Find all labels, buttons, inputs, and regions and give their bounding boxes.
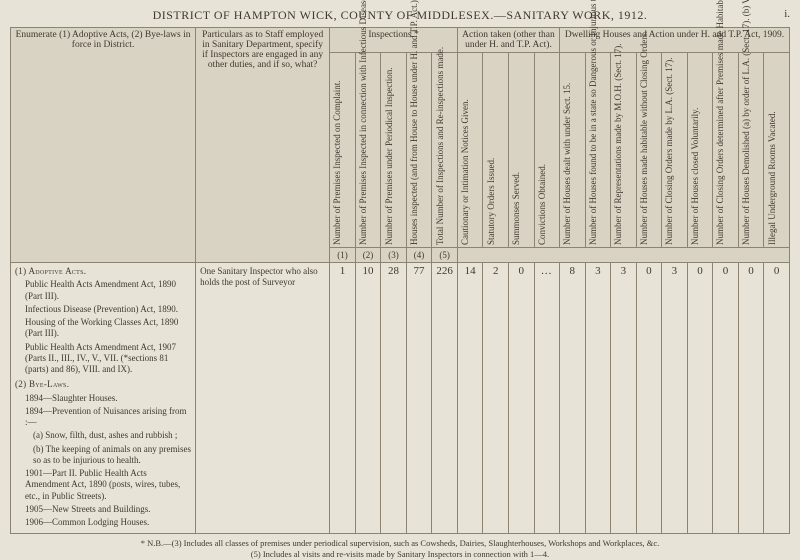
staff-cell: One Sanitary Inspector who also holds th…: [196, 263, 330, 534]
col-label: Number of Representations made by M.O.H.…: [613, 44, 623, 245]
val-4: 77: [406, 263, 432, 534]
col-label: Summonses Served.: [511, 172, 521, 245]
col-5: Total Number of Inspections and Re-inspe…: [432, 53, 458, 248]
col-label: Convictions Obtained.: [537, 164, 547, 245]
col-12: Number of Representations made by M.O.H.…: [611, 53, 637, 248]
col-13: Number of Houses made habitable without …: [636, 53, 662, 248]
header-action: Action taken (other than under H. and T.…: [457, 28, 559, 53]
col-10: Number of Houses dealt with under Sect. …: [560, 53, 586, 248]
col-label: Number of Houses closed Voluntarily.: [690, 108, 700, 245]
val-1: 1: [330, 263, 356, 534]
col-label: Number of Premises under Periodical Insp…: [384, 68, 394, 245]
col-16: Number of Closing Orders determined afte…: [713, 53, 739, 248]
idx-1: (1): [330, 248, 356, 263]
val-8: 0: [508, 263, 534, 534]
adoptive-item: Public Health Acts Amendment Act, 1890 (…: [15, 279, 191, 302]
adoptive-item: Housing of the Working Classes Act, 1890…: [15, 317, 191, 340]
col-label: Number of Houses dealt with under Sect. …: [562, 83, 572, 245]
staff-text: One Sanitary Inspector who also holds th…: [200, 266, 325, 289]
val-7: 2: [483, 263, 509, 534]
adoptive-item: Infectious Disease (Prevention) Act, 189…: [15, 304, 191, 315]
byelaws-item: 1906—Common Lodging Houses.: [15, 517, 191, 528]
val-16: 0: [713, 263, 739, 534]
col-17: Number of Houses Demolished (a) by order…: [738, 53, 764, 248]
col-9: Convictions Obtained.: [534, 53, 560, 248]
val-3: 28: [381, 263, 407, 534]
col-label: Houses inspected (and from House to Hous…: [409, 0, 419, 245]
val-18: 0: [764, 263, 790, 534]
col-label: Number of Houses found to be in a state …: [588, 0, 598, 245]
col-6: Cautionary or Intimation Notices Given.: [457, 53, 483, 248]
val-2: 10: [355, 263, 381, 534]
idx-4: (4): [406, 248, 432, 263]
adoptive-head: (1) Adoptive Acts.: [15, 266, 191, 277]
val-9: …: [534, 263, 560, 534]
col-label: Statutory Orders Issued.: [486, 158, 496, 245]
col-label: Number of Houses made habitable without …: [639, 31, 649, 245]
col-label: Total Number of Inspections and Re-inspe…: [435, 47, 445, 245]
col-11: Number of Houses found to be in a state …: [585, 53, 611, 248]
byelaws-item: 1901—Part II. Public Health Acts Amendme…: [15, 468, 191, 502]
footnote-2: (5) Includes al visits and re-visits mad…: [10, 549, 790, 560]
col-3: Number of Premises under Periodical Insp…: [381, 53, 407, 248]
col-label: Number of Closing Orders made by L.A. (S…: [664, 58, 674, 245]
col-18: Illegal Underground Rooms Vacated.: [764, 53, 790, 248]
col-label: Number of Closing Orders determined afte…: [715, 0, 725, 245]
idx-5: (5): [432, 248, 458, 263]
footnote-1: * N.B.—(3) Includes all classes of premi…: [10, 538, 790, 549]
col-label: Cautionary or Intimation Notices Given.: [460, 99, 470, 245]
col-7: Statutory Orders Issued.: [483, 53, 509, 248]
idx-blank: [457, 248, 789, 263]
byelaws-item: (b) The keeping of animals on any premis…: [15, 444, 191, 467]
page: DISTRICT OF HAMPTON WICK, COUNTY OF MIDD…: [0, 0, 800, 539]
page-title: DISTRICT OF HAMPTON WICK, COUNTY OF MIDD…: [153, 8, 648, 23]
col-14: Number of Closing Orders made by L.A. (S…: [662, 53, 688, 248]
val-6: 14: [457, 263, 483, 534]
byelaws-head: (2) Bye-Laws.: [15, 379, 191, 390]
col-label: Number of Premises Inspected in connecti…: [358, 0, 368, 245]
col-label: Number of Premises Inspected on Complain…: [332, 81, 342, 245]
val-5: 226: [432, 263, 458, 534]
val-14: 3: [662, 263, 688, 534]
byelaws-item: (a) Snow, filth, dust, ashes and rubbish…: [15, 430, 191, 441]
col-1: Number of Premises Inspected on Complain…: [330, 53, 356, 248]
idx-3: (3): [381, 248, 407, 263]
page-number: i.: [784, 8, 790, 20]
byelaws-item: 1894—Slaughter Houses.: [15, 393, 191, 404]
col-label: Illegal Underground Rooms Vacated.: [767, 111, 777, 245]
data-row: (1) Adoptive Acts. Public Health Acts Am…: [11, 263, 790, 534]
col-label: Number of Houses Demolished (a) by order…: [741, 0, 751, 245]
main-table: Enumerate (1) Adoptive Acts, (2) Bye-law…: [10, 27, 790, 534]
enumerate-cell: (1) Adoptive Acts. Public Health Acts Am…: [11, 263, 196, 534]
header-staff: Particulars as to Staff employed in Sani…: [196, 28, 330, 263]
byelaws-item: 1894—Prevention of Nuisances arising fro…: [15, 406, 191, 429]
byelaws-item: 1905—New Streets and Buildings.: [15, 504, 191, 515]
col-15: Number of Houses closed Voluntarily.: [687, 53, 713, 248]
val-17: 0: [738, 263, 764, 534]
group-header-row: Enumerate (1) Adoptive Acts, (2) Bye-law…: [11, 28, 790, 53]
col-2: Number of Premises Inspected in connecti…: [355, 53, 381, 248]
col-8: Summonses Served.: [508, 53, 534, 248]
val-10: 8: [560, 263, 586, 534]
idx-2: (2): [355, 248, 381, 263]
val-12: 3: [611, 263, 637, 534]
footnote-block: * N.B.—(3) Includes all classes of premi…: [10, 538, 790, 560]
val-15: 0: [687, 263, 713, 534]
val-13: 0: [636, 263, 662, 534]
title-row: DISTRICT OF HAMPTON WICK, COUNTY OF MIDD…: [10, 8, 790, 23]
adoptive-item: Public Health Acts Amendment Act, 1907 (…: [15, 342, 191, 376]
val-11: 3: [585, 263, 611, 534]
header-enumerate: Enumerate (1) Adoptive Acts, (2) Bye-law…: [11, 28, 196, 263]
col-4: Houses inspected (and from House to Hous…: [406, 53, 432, 248]
